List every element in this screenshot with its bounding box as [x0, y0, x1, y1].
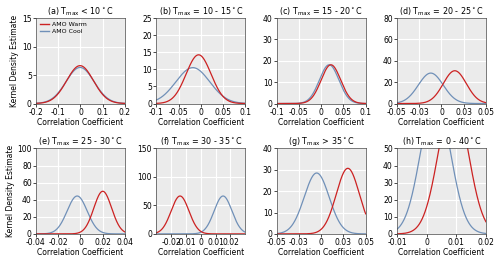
Title: (g) T$_\mathrm{max}$ > 35$^\circ$C: (g) T$_\mathrm{max}$ > 35$^\circ$C: [288, 135, 354, 148]
X-axis label: Correlation Coefficient: Correlation Coefficient: [158, 249, 244, 257]
Legend: AMO Warm, AMO Cool: AMO Warm, AMO Cool: [39, 21, 87, 34]
X-axis label: Correlation Coefficient: Correlation Coefficient: [38, 249, 124, 257]
Title: (d) T$_\mathrm{max}$ = 20 - 25$^\circ$C: (d) T$_\mathrm{max}$ = 20 - 25$^\circ$C: [399, 6, 484, 18]
Y-axis label: Kernel Density Estimate: Kernel Density Estimate: [6, 145, 15, 237]
X-axis label: Correlation Coefficient: Correlation Coefficient: [278, 249, 364, 257]
Title: (b) T$_\mathrm{max}$ = 10 - 15$^\circ$C: (b) T$_\mathrm{max}$ = 10 - 15$^\circ$C: [158, 6, 243, 18]
X-axis label: Correlation Coefficient: Correlation Coefficient: [278, 118, 364, 127]
X-axis label: Correlation Coefficient: Correlation Coefficient: [398, 249, 484, 257]
Title: (h) T$_\mathrm{max}$ = 0 - 40$^\circ$C: (h) T$_\mathrm{max}$ = 0 - 40$^\circ$C: [402, 136, 481, 148]
Title: (a) T$_\mathrm{max}$ < 10$^\circ$C: (a) T$_\mathrm{max}$ < 10$^\circ$C: [48, 6, 114, 18]
X-axis label: Correlation Coefficient: Correlation Coefficient: [38, 118, 124, 127]
Title: (c) T$_\mathrm{max}$ = 15 - 20$^\circ$C: (c) T$_\mathrm{max}$ = 15 - 20$^\circ$C: [279, 6, 363, 18]
Title: (f) T$_\mathrm{max}$ = 30 - 35$^\circ$C: (f) T$_\mathrm{max}$ = 30 - 35$^\circ$C: [160, 136, 242, 148]
X-axis label: Correlation Coefficient: Correlation Coefficient: [158, 118, 244, 127]
Y-axis label: Kernel Density Estimate: Kernel Density Estimate: [10, 15, 20, 107]
X-axis label: Correlation Coefficient: Correlation Coefficient: [398, 118, 484, 127]
Title: (e) T$_\mathrm{max}$ = 25 - 30$^\circ$C: (e) T$_\mathrm{max}$ = 25 - 30$^\circ$C: [38, 136, 122, 148]
